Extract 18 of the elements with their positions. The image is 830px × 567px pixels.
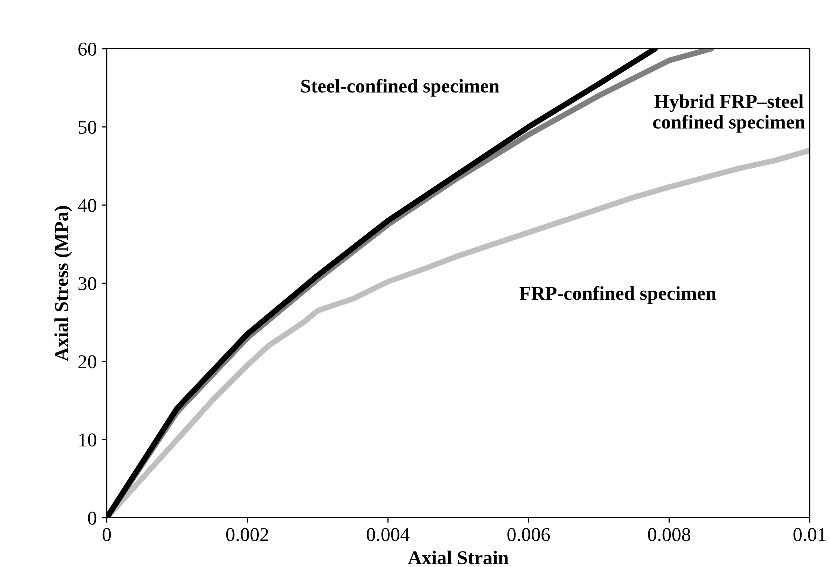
x-tick-label: 0.006 xyxy=(508,528,550,542)
x-tick-label: 0.01 xyxy=(794,528,826,542)
y-tick-label: 50 xyxy=(78,120,97,134)
y-axis-title: Axial Stress (MPa) xyxy=(54,206,72,362)
series-label: Hybrid FRP–steel confined specimen xyxy=(653,94,806,133)
x-tick-label: 0.008 xyxy=(648,528,691,542)
y-tick-label: 60 xyxy=(78,42,97,56)
y-tick-label: 40 xyxy=(78,199,97,212)
x-tick-label: 0.004 xyxy=(367,528,410,542)
y-tick-label: 0 xyxy=(88,512,97,525)
x-tick-label: 0.002 xyxy=(226,528,268,542)
y-tick-label: 10 xyxy=(80,434,97,447)
text: FRP-confined specimen xyxy=(520,286,716,304)
text: Steel-confined specimen xyxy=(302,79,500,97)
y-tick-label: 20 xyxy=(78,355,97,369)
y-tick-label: 30 xyxy=(78,277,97,290)
x-axis-title: Axial Strain xyxy=(408,550,509,565)
x-tick-label: 0 xyxy=(102,528,112,542)
